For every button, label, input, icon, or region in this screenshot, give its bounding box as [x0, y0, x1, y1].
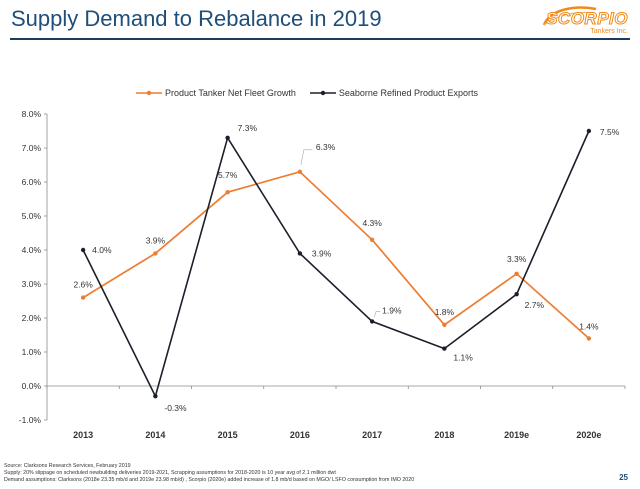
x-tick-label: 2018 — [434, 430, 454, 440]
y-tick-label: 6.0% — [22, 177, 42, 187]
data-label: 7.5% — [600, 127, 620, 137]
legend-swatch-exports — [309, 90, 336, 96]
series-line-1 — [82, 130, 590, 399]
data-point — [586, 336, 592, 341]
company-logo: SCORPIO Tankers Inc. — [536, 3, 634, 39]
logo-wordmark: SCORPIO — [546, 9, 628, 29]
data-point — [225, 135, 230, 140]
data-label: 3.3% — [507, 254, 527, 264]
y-tick-label: -1.0% — [19, 415, 42, 425]
data-point — [80, 295, 86, 300]
legend-label-fleet-growth: Product Tanker Net Fleet Growth — [165, 88, 296, 98]
data-point — [442, 322, 447, 327]
data-point — [514, 292, 519, 297]
data-label: 7.3% — [238, 123, 258, 133]
y-tick-label: 8.0% — [22, 109, 42, 119]
page-title: Supply Demand to Rebalance in 2019 — [11, 6, 382, 31]
data-label-leader — [300, 149, 312, 165]
data-label: 5.7% — [218, 170, 238, 180]
page-number: 25 — [619, 473, 628, 482]
y-tick-label: 5.0% — [22, 211, 42, 221]
data-label: 6.3% — [316, 142, 336, 152]
data-label: 1.4% — [579, 321, 599, 331]
legend-label-exports: Seaborne Refined Product Exports — [338, 88, 478, 98]
x-tick-label: 2016 — [290, 430, 310, 440]
data-label: 3.9% — [146, 235, 166, 245]
footnote-demand: Demand assumptions: Clarksons (2018e 23.… — [4, 477, 415, 483]
data-point — [442, 346, 447, 351]
data-label: -0.3% — [164, 403, 187, 413]
data-point — [586, 128, 592, 134]
data-point — [297, 169, 303, 174]
footnote-supply: Supply: 20% slippage on scheduled newbui… — [4, 470, 336, 476]
data-point — [153, 251, 158, 256]
data-point — [297, 251, 303, 256]
legend-item-exports: Seaborne Refined Product Exports — [309, 88, 478, 98]
x-tick-label: 2013 — [73, 430, 93, 440]
title-divider — [10, 38, 630, 40]
data-label: 4.0% — [92, 245, 112, 255]
y-tick-label: 4.0% — [22, 245, 42, 255]
data-label: 3.9% — [312, 248, 332, 258]
y-tick-label: 0.0% — [22, 381, 42, 391]
data-label: 1.9% — [382, 305, 402, 315]
footnote-source: Source: Clarksons Research Services, Feb… — [4, 463, 131, 469]
x-tick-label: 2017 — [362, 430, 382, 440]
data-point — [153, 394, 158, 399]
y-tick-label: 7.0% — [22, 143, 42, 153]
legend-item-fleet-growth: Product Tanker Net Fleet Growth — [136, 88, 296, 98]
x-tick-label: 2014 — [145, 430, 165, 440]
data-point — [225, 190, 230, 195]
y-tick-label: 3.0% — [22, 279, 42, 289]
data-label: 2.6% — [73, 280, 93, 290]
data-point — [80, 247, 86, 253]
logo-subtitle: Tankers Inc. — [590, 28, 628, 35]
data-label: 4.3% — [362, 218, 382, 228]
data-point — [369, 319, 375, 324]
data-label-leader — [373, 311, 381, 318]
logo-swoosh-icon — [542, 6, 597, 26]
data-point — [514, 271, 519, 276]
x-tick-label: 2020e — [576, 430, 601, 440]
series-line-0 — [82, 170, 590, 340]
y-tick-label: 2.0% — [22, 313, 42, 323]
data-point — [369, 237, 375, 242]
x-tick-label: 2015 — [218, 430, 238, 440]
y-tick-label: 1.0% — [22, 347, 42, 357]
x-tick-label: 2019e — [504, 430, 529, 440]
legend-swatch-fleet-growth — [136, 90, 162, 96]
data-label: 1.1% — [453, 353, 473, 363]
data-label: 2.7% — [525, 300, 545, 310]
data-label: 1.8% — [435, 307, 455, 317]
chart-legend: Product Tanker Net Fleet Growth Seaborne… — [136, 86, 492, 100]
